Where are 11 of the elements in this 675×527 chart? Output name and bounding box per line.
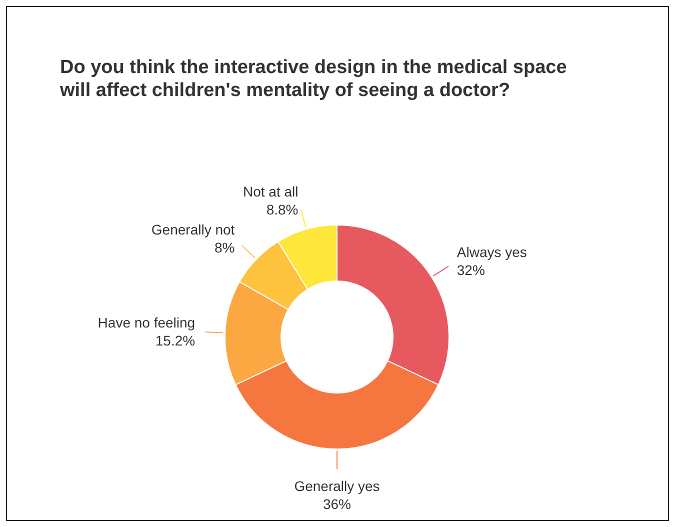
data-label: 8.8% <box>266 201 298 218</box>
slice-label: Generally yes <box>294 478 380 494</box>
data-label: 15.2% <box>155 332 196 349</box>
slice-label: Always yes <box>456 244 527 260</box>
data-label: 32% <box>456 262 485 278</box>
data-label: 8% <box>214 240 235 256</box>
chart-title: Do you think the interactive design in the medical space will affect children's mentality of seeing a doctor? <box>60 56 568 102</box>
data-label: 36% <box>322 496 352 512</box>
slice-label: Not at all <box>242 183 298 200</box>
slice-label: Generally not <box>151 222 235 238</box>
slice-label: Have no feeling <box>98 314 196 331</box>
